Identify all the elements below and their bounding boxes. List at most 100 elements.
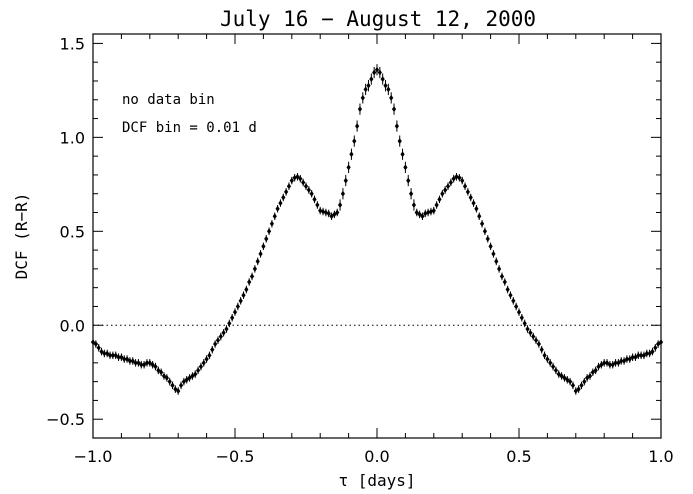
diamond-marker [491,250,496,257]
data-point [281,193,286,202]
diamond-marker [278,200,283,207]
data-point [142,360,147,369]
data-point [553,366,559,375]
data-point [545,355,550,363]
diamond-marker [284,188,289,195]
diamond-marker [386,86,391,93]
data-point [619,357,624,365]
data-point [457,173,462,182]
data-point [195,366,201,375]
diamond-marker [525,326,530,333]
diamond-marker [465,188,470,195]
diamond-marker [130,357,135,364]
diamond-marker [443,186,448,193]
diamond-marker [235,303,240,310]
data-point [448,178,453,187]
diamond-marker [232,309,238,316]
diamond-marker [218,333,223,340]
data-point [355,120,360,132]
diamond-marker [360,94,365,101]
diamond-marker [96,344,101,351]
diamond-marker [286,183,292,190]
diamond-marker [477,213,482,220]
chart-title: July 16 − August 12, 2000 [220,7,536,31]
data-point [284,188,289,196]
diamond-marker [653,344,658,351]
diamond-marker [198,363,204,370]
diamond-marker [397,138,402,145]
diamond-marker [369,76,374,83]
diamond-marker [602,359,607,366]
data-point [573,387,578,395]
data-point [570,381,576,390]
data-point [255,257,260,266]
data-point [130,357,135,365]
diamond-marker [383,82,388,89]
diamond-marker [613,359,618,366]
data-point [249,272,255,281]
diamond-marker [303,183,309,190]
diamond-marker [105,350,110,357]
diamond-marker [548,359,553,366]
diamond-marker [266,228,272,235]
diamond-marker [252,265,257,272]
data-point [602,359,607,367]
diamond-marker [482,228,488,235]
data-point [227,319,232,328]
diamond-marker [474,205,479,212]
diamond-marker [213,341,218,348]
diamond-marker [119,354,124,361]
diamond-marker [363,86,368,93]
data-point [639,351,644,360]
data-point [383,80,388,92]
diamond-marker [292,174,297,181]
data-point [264,235,269,243]
data-point [102,349,107,358]
diamond-marker [374,66,380,73]
diamond-marker [599,361,604,368]
data-point [440,189,445,198]
data-point [99,347,104,356]
data-point [636,351,641,360]
data-point [474,204,479,213]
data-point [181,377,186,386]
diamond-marker [445,183,451,190]
data-point [301,178,306,187]
diamond-marker [156,367,161,374]
diamond-marker [255,258,260,265]
diamond-marker [573,388,578,395]
diamond-marker [576,386,581,393]
diamond-marker [207,352,212,359]
diamond-marker [337,201,343,208]
data-point [357,103,363,115]
data-point [201,359,206,367]
diamond-marker [607,361,612,368]
diamond-marker [244,286,249,293]
data-point [536,340,541,348]
diamond-marker [210,346,215,353]
data-point [352,135,357,147]
diamond-marker [619,357,624,364]
diamond-marker [269,220,275,227]
data-point [213,340,218,348]
diamond-marker [536,341,541,348]
data-point [431,206,436,215]
diamond-marker [249,273,255,280]
diamond-marker [326,210,331,217]
data-point [460,176,465,185]
data-point [542,351,547,360]
data-point [576,385,581,393]
diamond-marker [485,235,490,242]
diamond-marker [377,69,382,76]
diamond-marker [497,265,502,272]
diamond-marker [99,348,104,355]
diamond-marker [494,258,499,265]
data-point [465,188,470,196]
data-point [320,207,326,216]
data-point [468,193,473,202]
data-point [156,366,161,375]
diamond-marker [550,363,556,370]
diamond-marker [230,314,235,321]
data-point [568,377,573,386]
data-point [644,349,649,358]
